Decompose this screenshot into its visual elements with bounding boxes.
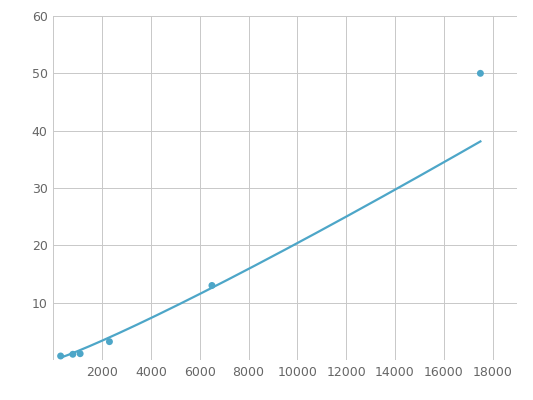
Point bbox=[76, 350, 84, 357]
Point bbox=[69, 351, 77, 358]
Point bbox=[476, 70, 484, 76]
Point bbox=[105, 338, 114, 345]
Point bbox=[208, 282, 216, 289]
Point bbox=[56, 353, 65, 359]
